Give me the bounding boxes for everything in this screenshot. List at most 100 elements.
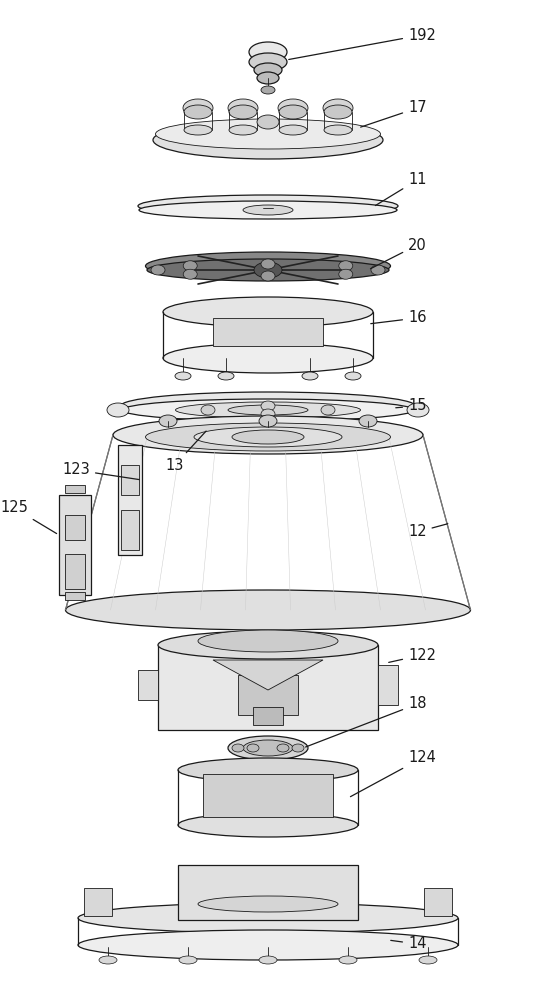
Ellipse shape: [107, 403, 129, 417]
Ellipse shape: [147, 259, 389, 281]
Bar: [65, 515, 85, 540]
Ellipse shape: [277, 744, 289, 752]
Ellipse shape: [261, 271, 275, 281]
Ellipse shape: [228, 736, 308, 760]
Text: 20: 20: [371, 237, 427, 269]
Ellipse shape: [259, 956, 277, 964]
Ellipse shape: [228, 405, 308, 415]
Ellipse shape: [183, 269, 197, 279]
Ellipse shape: [254, 63, 282, 77]
Bar: [378, 665, 398, 705]
Bar: [253, 707, 283, 725]
Ellipse shape: [228, 99, 258, 117]
Bar: [203, 774, 333, 817]
Polygon shape: [213, 660, 323, 690]
Ellipse shape: [229, 125, 257, 135]
Ellipse shape: [184, 105, 212, 119]
Text: 11: 11: [375, 172, 426, 206]
Ellipse shape: [302, 372, 318, 380]
Bar: [213, 318, 323, 346]
Ellipse shape: [278, 99, 308, 117]
Text: 16: 16: [371, 310, 426, 326]
Ellipse shape: [153, 121, 383, 159]
Ellipse shape: [113, 416, 423, 454]
Ellipse shape: [178, 758, 358, 782]
Ellipse shape: [218, 372, 234, 380]
Text: 18: 18: [306, 696, 426, 747]
Ellipse shape: [261, 259, 275, 269]
Text: 192: 192: [289, 27, 436, 59]
Ellipse shape: [66, 590, 470, 630]
Ellipse shape: [257, 72, 279, 84]
Ellipse shape: [243, 740, 293, 756]
Bar: [59, 495, 91, 595]
Ellipse shape: [359, 415, 377, 427]
Ellipse shape: [184, 125, 212, 135]
Ellipse shape: [158, 631, 378, 659]
Bar: [238, 675, 298, 715]
Ellipse shape: [324, 125, 352, 135]
Ellipse shape: [261, 401, 275, 411]
Ellipse shape: [178, 813, 358, 837]
Ellipse shape: [163, 343, 373, 373]
Text: 12: 12: [408, 524, 448, 540]
Ellipse shape: [407, 403, 429, 417]
Ellipse shape: [179, 956, 197, 964]
Ellipse shape: [292, 744, 304, 752]
Ellipse shape: [139, 201, 397, 219]
Ellipse shape: [159, 415, 177, 427]
Bar: [65, 592, 85, 600]
Ellipse shape: [156, 119, 381, 149]
Ellipse shape: [146, 423, 390, 451]
Ellipse shape: [194, 427, 342, 447]
Bar: [178, 865, 358, 920]
Ellipse shape: [198, 896, 338, 912]
Text: 14: 14: [391, 936, 426, 952]
Ellipse shape: [138, 195, 398, 217]
Ellipse shape: [254, 262, 282, 278]
Ellipse shape: [78, 903, 458, 933]
Bar: [158, 645, 378, 730]
Ellipse shape: [78, 930, 458, 960]
Ellipse shape: [151, 265, 165, 275]
Bar: [65, 554, 85, 589]
Ellipse shape: [324, 105, 352, 119]
Ellipse shape: [249, 53, 287, 71]
Text: 124: 124: [351, 750, 436, 797]
Ellipse shape: [371, 265, 385, 275]
Ellipse shape: [183, 99, 213, 117]
Ellipse shape: [232, 430, 304, 444]
Text: 125: 125: [0, 500, 56, 534]
Ellipse shape: [201, 405, 215, 415]
Ellipse shape: [120, 392, 416, 420]
Ellipse shape: [339, 269, 353, 279]
Ellipse shape: [176, 402, 360, 418]
Ellipse shape: [249, 42, 287, 62]
Ellipse shape: [229, 105, 257, 119]
Ellipse shape: [247, 744, 259, 752]
Ellipse shape: [99, 956, 117, 964]
Text: 13: 13: [166, 431, 206, 473]
Ellipse shape: [279, 105, 307, 119]
Ellipse shape: [323, 99, 353, 117]
Bar: [84, 888, 112, 916]
Ellipse shape: [279, 125, 307, 135]
Ellipse shape: [183, 261, 197, 271]
Ellipse shape: [257, 115, 279, 129]
Ellipse shape: [232, 744, 244, 752]
Ellipse shape: [146, 252, 390, 280]
Ellipse shape: [261, 86, 275, 94]
Bar: [424, 888, 452, 916]
Ellipse shape: [243, 205, 293, 215]
Text: 122: 122: [389, 648, 436, 662]
Ellipse shape: [122, 399, 414, 421]
Ellipse shape: [321, 405, 335, 415]
Text: 123: 123: [62, 462, 139, 480]
Ellipse shape: [198, 630, 338, 652]
Ellipse shape: [339, 956, 357, 964]
Ellipse shape: [345, 372, 361, 380]
Ellipse shape: [259, 415, 277, 427]
Ellipse shape: [261, 409, 275, 419]
Bar: [118, 445, 142, 555]
Text: 15: 15: [396, 398, 426, 414]
